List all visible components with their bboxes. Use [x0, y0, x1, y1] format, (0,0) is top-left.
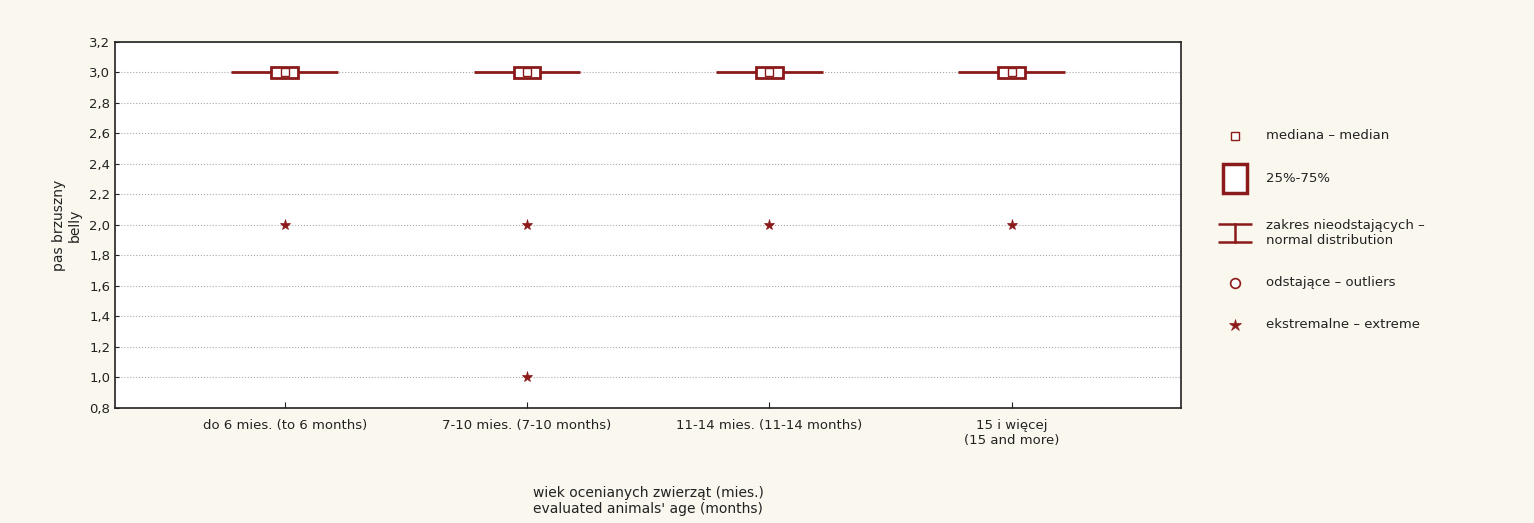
Text: odstające – outliers: odstające – outliers — [1266, 276, 1394, 289]
X-axis label: wiek ocenianych zwierząt (mies.)
evaluated animals' age (months): wiek ocenianych zwierząt (mies.) evaluat… — [532, 486, 764, 516]
Y-axis label: pas brzuszny
belly: pas brzuszny belly — [52, 179, 83, 270]
Bar — [999, 67, 1025, 78]
Text: mediana – median: mediana – median — [1266, 130, 1388, 142]
Bar — [756, 67, 782, 78]
Bar — [514, 67, 540, 78]
Bar — [1223, 164, 1247, 192]
Bar — [272, 67, 298, 78]
Text: 25%-75%: 25%-75% — [1266, 172, 1330, 185]
Text: zakres nieodstających –
normal distribution: zakres nieodstających – normal distribut… — [1266, 219, 1424, 247]
Text: ekstremalne – extreme: ekstremalne – extreme — [1266, 319, 1419, 331]
